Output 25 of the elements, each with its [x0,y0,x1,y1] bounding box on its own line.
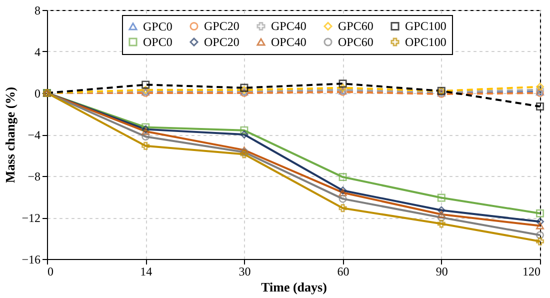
y-tick-label: 8 [34,4,40,18]
x-tick-label: 14 [140,264,152,278]
legend-label: GPC0 [143,19,172,34]
x-tick-label: 120 [522,264,540,278]
y-tick-label: −12 [22,211,40,225]
y-tick-label: 0 [34,86,40,100]
legend-label: OPC0 [143,35,172,49]
legend-label: OPC100 [405,35,446,49]
legend-label: OPC60 [338,35,374,49]
legend-label: GPC100 [405,19,446,34]
legend-label: GPC40 [271,19,306,34]
legend-label: GPC60 [338,19,374,34]
y-tick-label: −16 [22,252,40,266]
legend-label: OPC40 [271,35,306,49]
y-axis-title: Mass change (%) [2,86,18,184]
y-tick-label: 4 [34,45,40,59]
legend-label: OPC20 [204,35,240,49]
y-tick-label: −8 [28,170,40,184]
x-tick-label: 90 [436,264,448,278]
legend-label: GPC20 [204,19,240,34]
x-tick-label: 0 [48,264,54,278]
y-tick-label: −4 [28,128,40,142]
x-tick-label: 60 [337,264,350,278]
x-axis-title: Time (days) [261,280,327,294]
x-tick-label: 30 [238,264,251,278]
